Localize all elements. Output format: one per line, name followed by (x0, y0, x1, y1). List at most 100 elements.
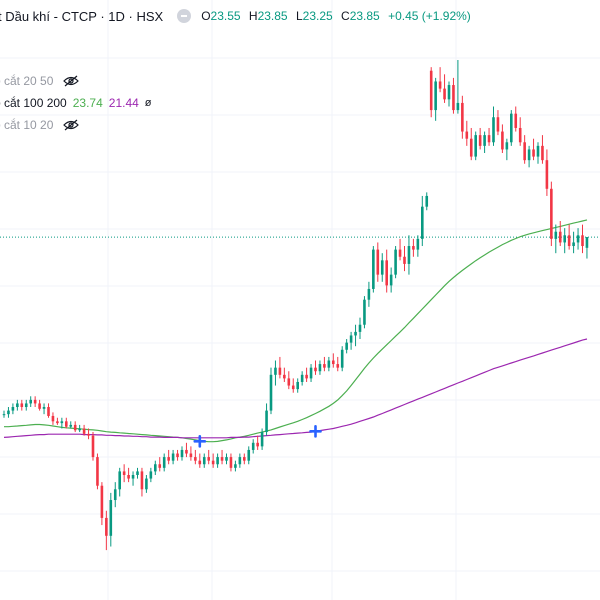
candle (127, 467, 130, 483)
candle-body (131, 474, 135, 479)
candle (318, 360, 322, 375)
candle-body (180, 449, 184, 458)
candle (140, 467, 144, 497)
candle (118, 467, 121, 497)
candle-body (425, 195, 429, 207)
candle-body (585, 237, 589, 248)
candle (425, 192, 429, 211)
candle-body (96, 457, 99, 486)
candle (541, 135, 544, 164)
candle-body (24, 403, 28, 408)
candle-body (207, 457, 210, 461)
candle-body (358, 324, 362, 332)
close-value: 23.85 (349, 9, 380, 23)
candle-body (469, 138, 473, 157)
candle (207, 449, 210, 465)
candle-body (260, 432, 264, 447)
candle-body (340, 349, 344, 368)
indicator-name: o cắt 20 50 (0, 74, 54, 88)
candle (167, 449, 170, 465)
candle-body (576, 235, 580, 243)
candle (2, 410, 6, 418)
candle (274, 360, 277, 386)
candle-body (474, 135, 477, 157)
candle-body (518, 127, 522, 143)
eye-crossed-icon[interactable] (63, 75, 80, 87)
candle-body (38, 403, 41, 409)
open-value: 23.55 (210, 9, 241, 23)
indicator-name: o cắt 100 200 (0, 96, 67, 110)
candle (496, 110, 500, 136)
candle (154, 460, 157, 475)
candle (82, 424, 86, 436)
candle-body (251, 442, 255, 450)
candle-body (434, 81, 437, 111)
indicator-row-100-200[interactable]: o cắt 100 200 23.74 21.44 ø (0, 94, 152, 112)
candle (176, 449, 179, 461)
candle (220, 449, 224, 465)
candle-body (229, 457, 233, 468)
candle (51, 412, 55, 425)
candle (474, 131, 477, 161)
candle (332, 353, 335, 368)
candle-body (323, 364, 326, 368)
candle (180, 446, 184, 461)
candle (452, 77, 455, 114)
candle (367, 281, 371, 307)
candle-body (127, 474, 130, 479)
candle-body (514, 113, 518, 128)
candle-body (394, 249, 397, 275)
candle-body (198, 460, 202, 465)
candle-body (113, 489, 117, 501)
candle-body (287, 378, 291, 386)
candle-body (309, 367, 313, 379)
candle (185, 442, 188, 458)
candle (20, 399, 24, 411)
candle-body (456, 102, 460, 111)
empty-set-symbol: ø (144, 97, 152, 109)
candle (323, 356, 326, 372)
candle-body (407, 246, 411, 264)
candle (47, 403, 50, 418)
candle-body (581, 235, 584, 247)
candle-body (56, 421, 59, 424)
indicator-row-20-50[interactable]: o cắt 20 50 (0, 72, 80, 90)
candle-body (461, 102, 464, 132)
candle-body (296, 381, 299, 390)
candle (554, 224, 558, 254)
indicator-row-10-20[interactable]: o cắt 10 20 (0, 116, 80, 134)
candle-body (140, 471, 144, 490)
candle (545, 149, 549, 196)
candle-body (501, 131, 504, 150)
low-label: L (295, 9, 303, 23)
candle-body (398, 249, 402, 257)
ma200-line (3, 338, 588, 439)
candle-body (167, 457, 170, 461)
candle-body (291, 385, 295, 390)
candle (87, 428, 90, 440)
cross-marker (309, 425, 322, 438)
candle-body (145, 478, 148, 490)
candle (492, 106, 495, 146)
candle-body (541, 145, 544, 161)
candle-body (171, 453, 175, 461)
candle-body (385, 260, 388, 286)
candle-body (220, 457, 224, 461)
candle (536, 142, 540, 164)
candle-body (234, 464, 237, 468)
candle-body (109, 500, 113, 536)
candle (523, 135, 526, 164)
candle-body (78, 428, 81, 431)
candle-body (29, 399, 32, 404)
candle (581, 224, 584, 254)
candle (358, 317, 362, 340)
candle (7, 407, 10, 418)
candle-body (563, 235, 566, 243)
eye-crossed-icon[interactable] (63, 119, 80, 131)
collapse-button[interactable] (177, 9, 192, 23)
symbol-title[interactable]: t Dầu khí - CTCP · 1D · HSX (0, 8, 164, 24)
candle-body (447, 85, 451, 100)
candle-body (487, 135, 491, 143)
